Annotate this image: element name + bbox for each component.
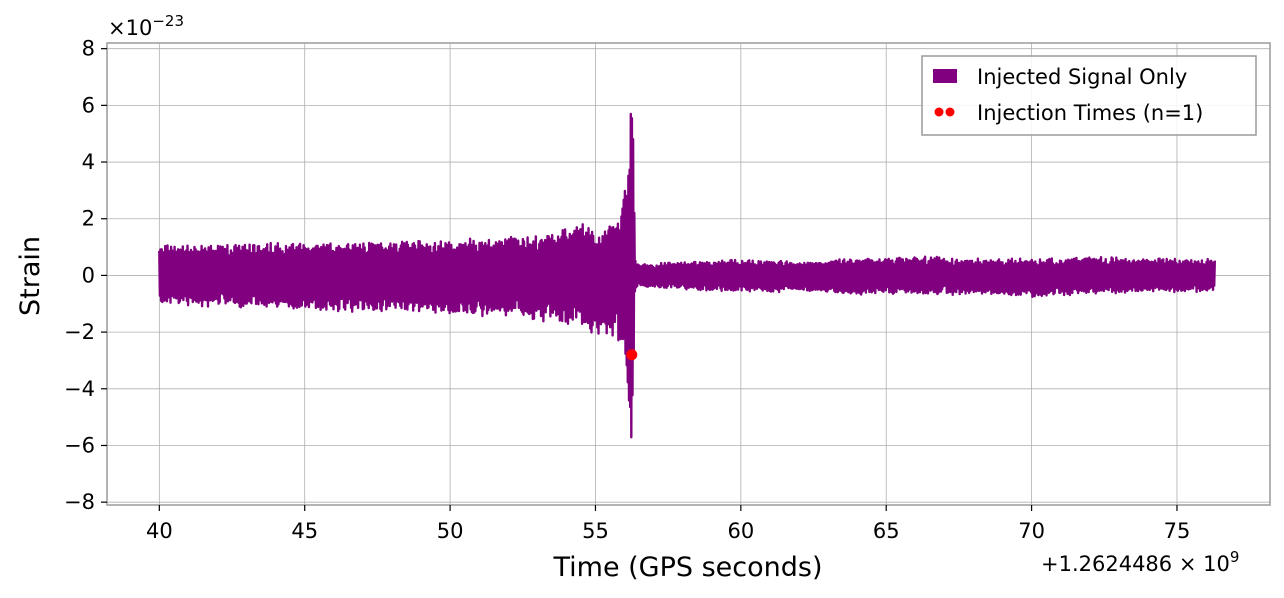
x-tick-label: 75 (1164, 519, 1191, 543)
legend-box (921, 55, 1257, 136)
y-tick-label: 0 (82, 263, 95, 287)
y-tick-label: 2 (82, 207, 95, 231)
y-multiplier-label: ×10−23 (108, 12, 184, 40)
plot-series (158, 112, 1216, 439)
injection-time-marker (626, 349, 638, 361)
x-tick-label: 50 (437, 519, 464, 543)
y-tick-label: −2 (64, 320, 95, 344)
x-offset-label: +1.2624486 × 109 (1041, 548, 1239, 576)
y-tick-label: 8 (82, 37, 95, 61)
legend: Injected Signal Only Injection Times (n=… (921, 55, 1257, 136)
y-tick-label: −8 (64, 490, 95, 514)
y-axis-label: Strain (15, 236, 46, 316)
legend-marker-injection-times (934, 107, 944, 117)
x-tick-label: 65 (873, 519, 900, 543)
y-axis-ticks: −8 −6 −4 −2 0 2 4 6 8 (64, 37, 107, 514)
x-tick-label: 40 (146, 519, 173, 543)
x-tick-label: 70 (1018, 519, 1045, 543)
y-multiplier-exponent: −23 (152, 12, 184, 30)
x-tick-label: 45 (291, 519, 318, 543)
x-tick-label: 60 (727, 519, 754, 543)
series-line-injected-signal (158, 112, 1216, 439)
y-tick-label: −6 (64, 433, 95, 457)
x-axis-label: Time (GPS seconds) (552, 552, 822, 583)
x-tick-label: 55 (582, 519, 609, 543)
legend-label-injection-times: Injection Times (n=1) (977, 101, 1203, 125)
plot-frame (106, 42, 1271, 506)
legend-marker-injection-times (945, 107, 955, 117)
x-axis-ticks: 40 45 50 55 60 65 70 75 (146, 505, 1190, 543)
y-tick-label: 4 (82, 150, 95, 174)
legend-swatch-injected-signal (933, 69, 957, 83)
legend-label-injected-signal: Injected Signal Only (977, 65, 1187, 89)
y-tick-label: 6 (82, 93, 95, 117)
x-offset-exponent: 9 (1230, 548, 1240, 566)
y-tick-label: −4 (64, 377, 95, 401)
